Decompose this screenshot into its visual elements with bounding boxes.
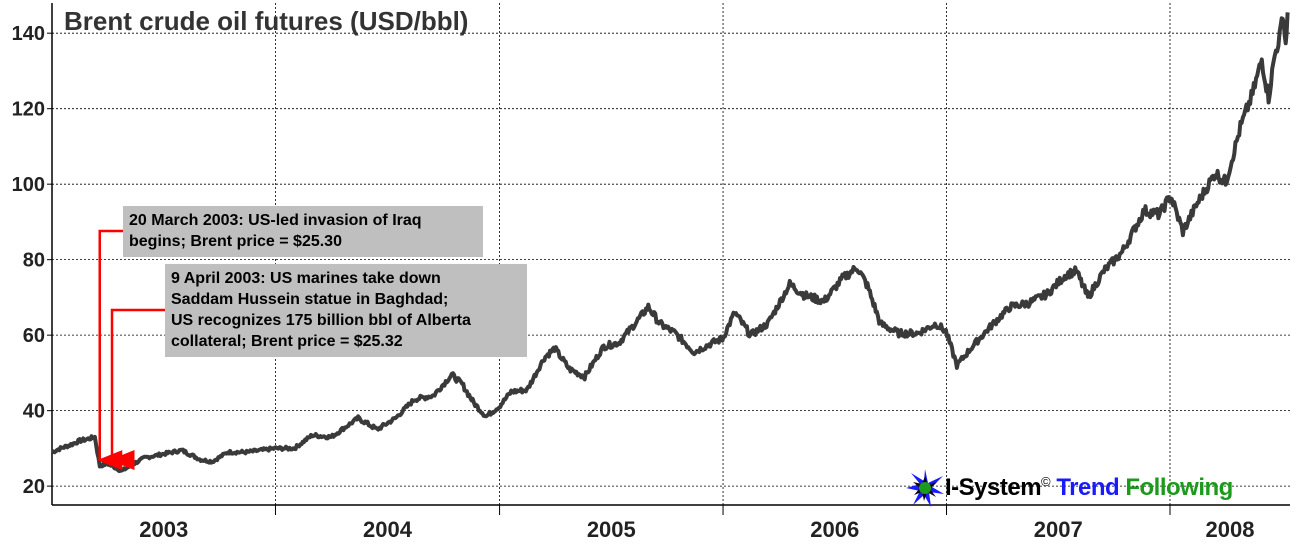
annotation-arrow — [109, 308, 165, 471]
y-tick-label: 120 — [12, 99, 45, 121]
annotation-line: US recognizes 175 billion bbl of Alberta — [171, 312, 471, 329]
annotation-line: Saddam Hussein statue in Baghdad; — [171, 291, 449, 308]
star-icon — [906, 469, 944, 507]
logo-word-following: Following — [1125, 474, 1233, 501]
y-tick-label: 20 — [23, 476, 45, 498]
x-tick-label: 2008 — [1206, 517, 1255, 542]
logo-text: I-System© Trend Following — [945, 474, 1233, 502]
annotation-arrow — [97, 229, 123, 471]
annotation-statue: 9 April 2003: US marines take down Sadda… — [165, 264, 527, 357]
annotation-line: begins; Brent price = $25.30 — [129, 233, 342, 250]
annotation-line: collateral; Brent price = $25.32 — [171, 333, 403, 350]
series-line-brent — [50, 12, 1290, 474]
annotation-line: 9 April 2003: US marines take down — [171, 270, 441, 287]
x-tick-label: 2006 — [810, 517, 859, 542]
y-tick-label: 100 — [12, 174, 45, 196]
annotation-line: 20 March 2003: US-led invasion of Iraq — [129, 212, 422, 229]
chart-title: Brent crude oil futures (USD/bbl) — [64, 6, 468, 36]
logo-brand: I-System — [945, 474, 1042, 501]
x-tick-label: 2003 — [139, 517, 188, 542]
logo-copyright: © — [1041, 474, 1051, 489]
y-tick-label: 80 — [23, 250, 45, 272]
y-tick-label: 60 — [23, 325, 45, 347]
x-tick-label: 2007 — [1034, 517, 1083, 542]
y-tick-label: 140 — [12, 23, 45, 45]
y-tick-label: 40 — [23, 401, 45, 423]
x-tick-label: 2004 — [363, 517, 413, 542]
annotation-invasion: 20 March 2003: US-led invasion of Iraq b… — [123, 206, 483, 257]
brand-logo: I-System© Trend Following — [905, 468, 1291, 508]
x-tick-label: 2005 — [587, 517, 636, 542]
logo-word-trend: Trend — [1056, 474, 1120, 501]
